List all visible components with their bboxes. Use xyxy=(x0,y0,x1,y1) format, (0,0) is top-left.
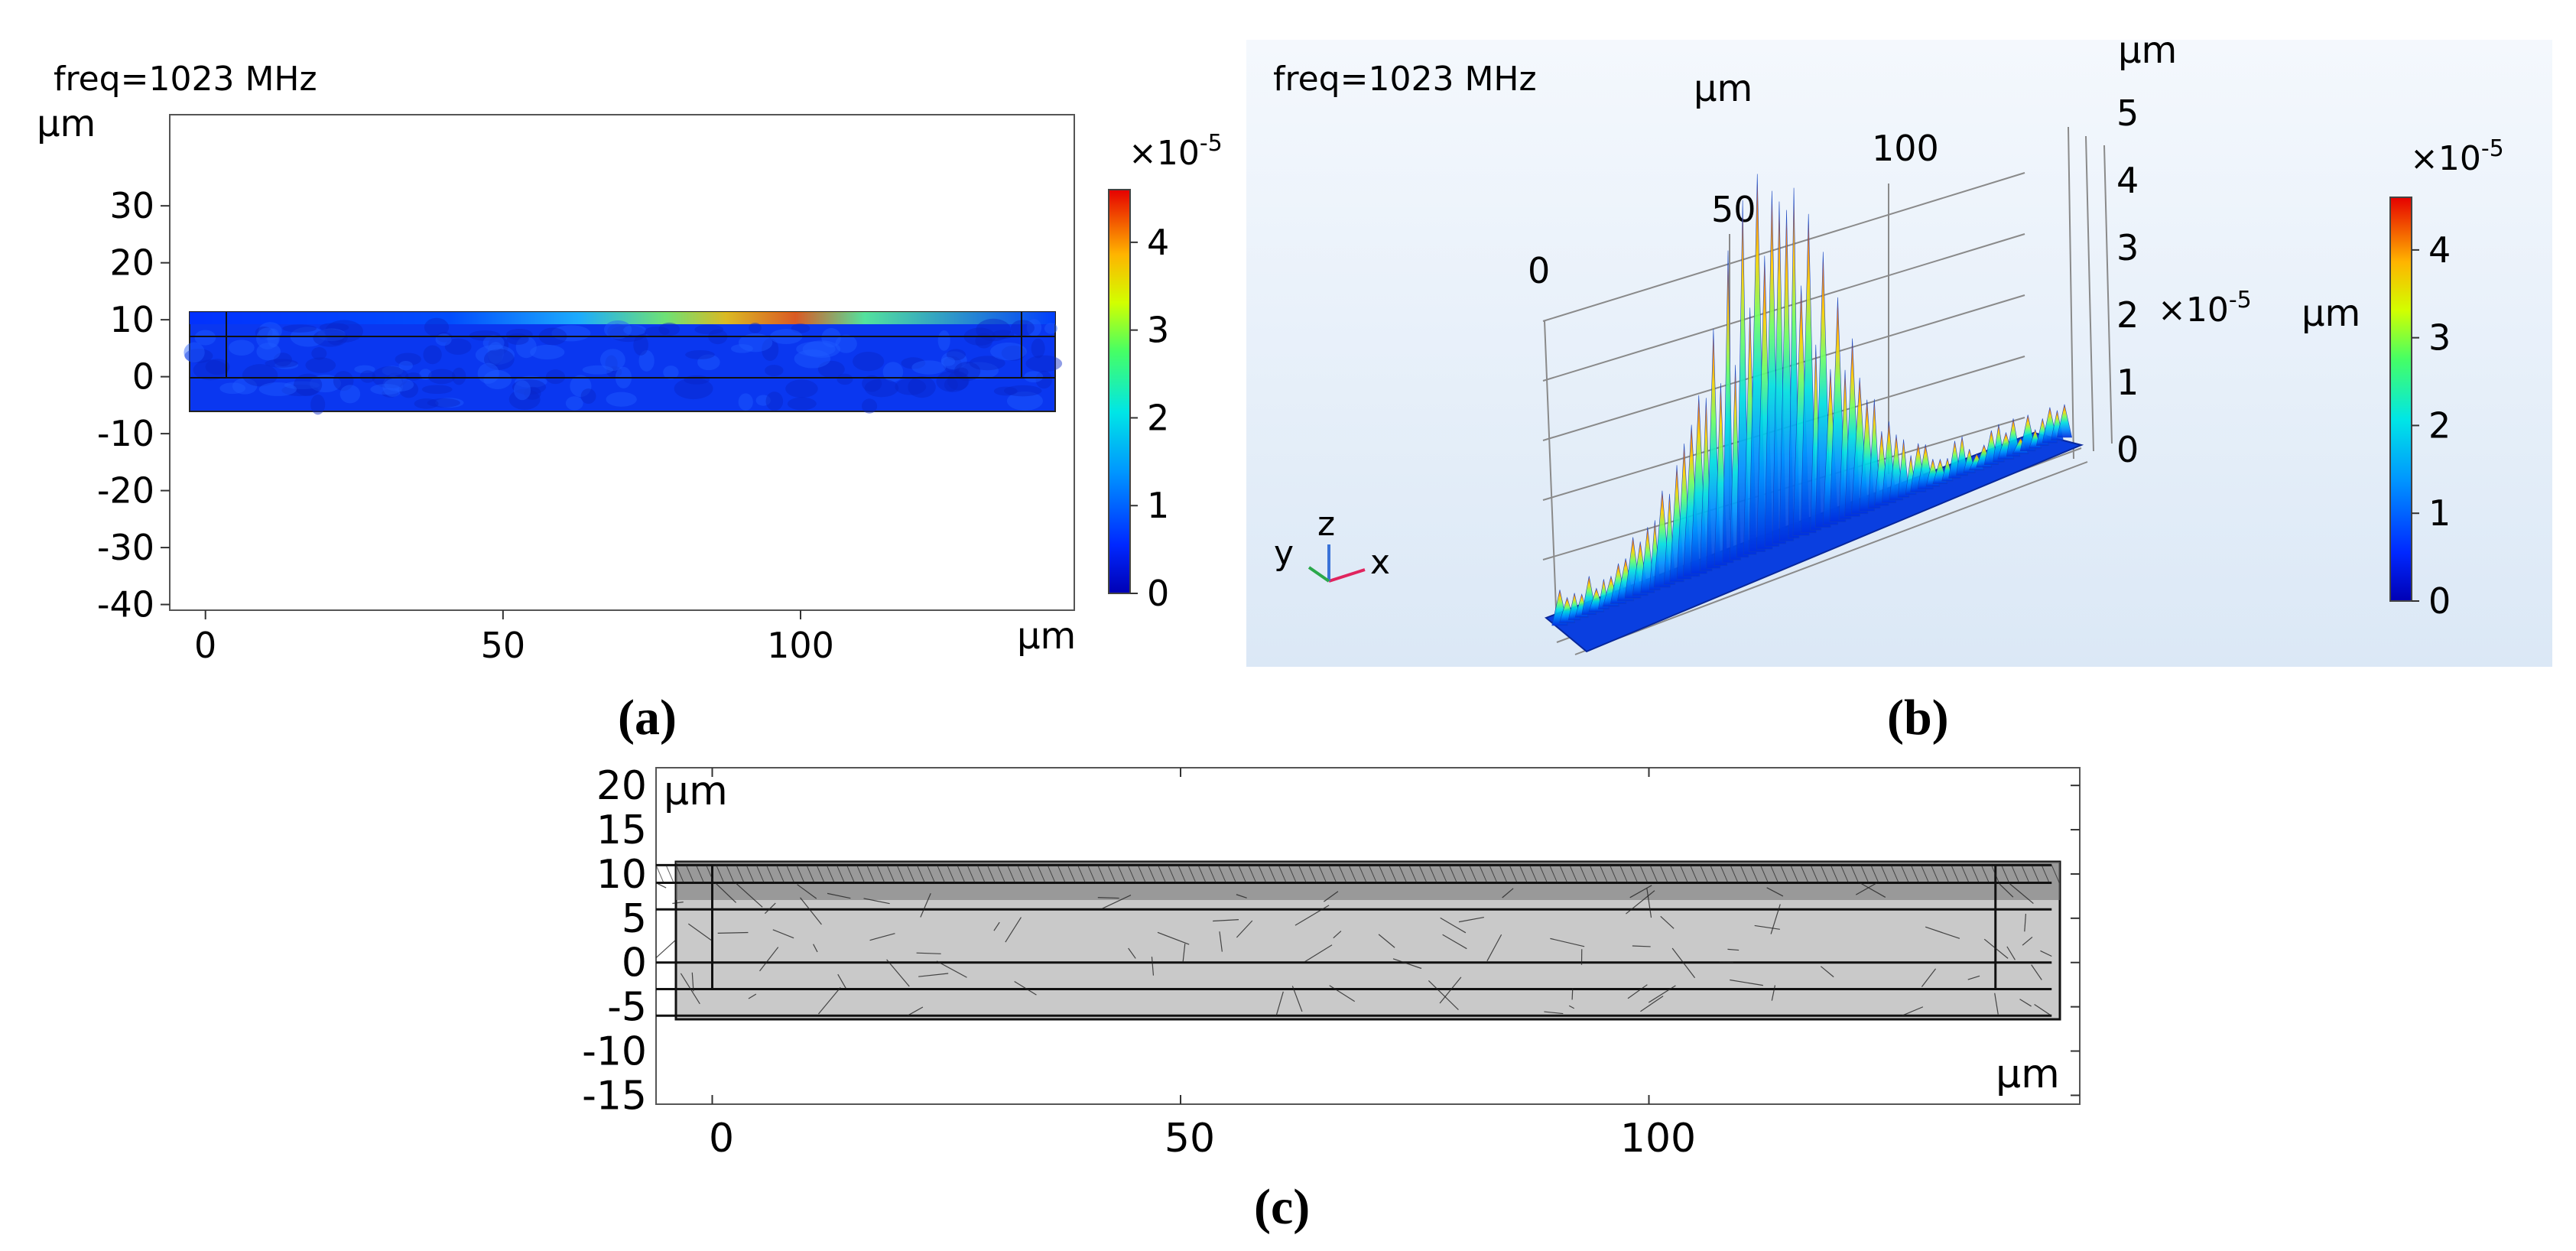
panel-a-y-tick-label: 20 xyxy=(109,242,154,284)
panel-c-y-tick-label: 20 xyxy=(596,763,647,809)
panel-a-y-tick-label: -30 xyxy=(97,527,154,568)
panel-c-x-tick-label: 0 xyxy=(709,1116,734,1162)
panel-b-y-tick-label: 50 xyxy=(1711,189,1756,230)
panel-b-z-exponent: ×10-5 xyxy=(2158,287,2252,330)
panel-c-y-tick-label: 15 xyxy=(596,807,647,853)
panel-b-y-unit: μm xyxy=(1694,67,1753,110)
panel-b-colorbar-tick-label: 0 xyxy=(2428,580,2451,622)
panel-c-x-tick-label: 100 xyxy=(1620,1116,1696,1162)
panel-c-x-tick-label: 50 xyxy=(1165,1116,1215,1162)
triad-y-label: y xyxy=(1274,534,1294,573)
panel-c-y-tick-label: 0 xyxy=(622,941,647,986)
panel-a-x-tick-label: 50 xyxy=(481,625,526,666)
panel-c-mesh-lines xyxy=(655,863,2060,1017)
panel-c-x-unit: μm xyxy=(1996,1051,2060,1097)
panel-b-peak xyxy=(2056,404,2073,438)
panel-b-peak xyxy=(1722,250,1734,564)
panel-b-colorbar-tick-label: 2 xyxy=(2428,405,2451,446)
panel-a-colorbar-ticks: 0 1 2 3 4 xyxy=(1130,222,1169,614)
panel-b-colorbar-ticks: 0 1 2 3 4 xyxy=(2412,229,2451,622)
panel-c-y-tick-label: 10 xyxy=(596,852,647,898)
panel-b-peak xyxy=(1897,439,1910,498)
panel-b-y-tick-label: 100 xyxy=(1872,128,1939,169)
panel-a-colorbar-tick-label: 1 xyxy=(1147,485,1169,526)
panel-b-z-tick-label: 0 xyxy=(2116,429,2139,470)
panel-a-x-tick-label: 100 xyxy=(767,625,834,666)
panel-c-y-tick-label: -15 xyxy=(582,1073,647,1119)
panel-a-y-tick-label: 30 xyxy=(109,185,154,226)
panel-a-x-unit: μm xyxy=(1017,615,1076,658)
panel-c-dense-mesh-layer xyxy=(676,862,2060,900)
panel-a-colorbar-tick-label: 0 xyxy=(1147,573,1169,614)
panel-a-colorbar-tick-label: 2 xyxy=(1147,397,1169,438)
triad-z-label: z xyxy=(1317,505,1335,544)
panel-b-z-tick-label: 4 xyxy=(2116,160,2139,201)
panel-a-y-tick-label: -20 xyxy=(97,470,154,512)
panel-a-colorbar-tick-label: 4 xyxy=(1147,222,1169,263)
panel-b-colorbar-unit: μm xyxy=(2302,292,2360,335)
panel-c-y-tick-label: 5 xyxy=(622,896,647,942)
panel-a-field-speckle xyxy=(184,317,1063,415)
panel-a-colorbar-tick-label: 3 xyxy=(1147,310,1169,351)
panel-a-y-unit: μm xyxy=(37,102,96,145)
panel-b-z-tick-label: 5 xyxy=(2116,93,2139,134)
panel-a-colorbar-exponent: ×10-5 xyxy=(1129,130,1223,173)
panel-b-z-tick-label: 2 xyxy=(2116,294,2139,336)
panel-b-colorbar-tick-label: 3 xyxy=(2428,317,2451,359)
panel-b-surface3d: freq=1023 MHz μm μm 0 50 100 0 1 2 3 4 5 xyxy=(1246,29,2552,746)
panel-a-freq-label: freq=1023 MHz xyxy=(54,60,317,99)
panel-a-x-tick-label: 0 xyxy=(194,625,216,666)
panel-c-x-axis: 0 50 100 xyxy=(709,768,1696,1162)
panel-b-peaks xyxy=(1551,174,2073,626)
panel-c-y-tick-label: -5 xyxy=(607,985,647,1031)
panel-b-caption: (b) xyxy=(1887,690,1949,746)
panel-c-y-tick-label: -10 xyxy=(582,1029,647,1075)
panel-b-colorbar xyxy=(2389,197,2412,602)
panel-c-caption: (c) xyxy=(1254,1179,1310,1235)
panel-a-caption: (a) xyxy=(618,690,677,746)
panel-b-axis-labels: 0 50 100 0 1 2 3 4 5 xyxy=(1528,93,2139,470)
panel-b-axis-triad: x z y xyxy=(1274,505,1390,583)
triad-x-label: x xyxy=(1370,543,1390,582)
panel-b-z-unit: μm xyxy=(2118,29,2177,72)
panel-a-colorbar xyxy=(1108,189,1131,594)
panel-b-colorbar-tick-label: 1 xyxy=(2428,492,2451,534)
panel-a-y-tick-label: -10 xyxy=(97,413,154,454)
panel-a-surface-hotspot xyxy=(190,312,1055,324)
panel-b-colorbar-exponent: ×10-5 xyxy=(2410,135,2504,178)
panel-a-y-tick-label: 10 xyxy=(109,299,154,340)
panel-a-domain xyxy=(189,311,1056,412)
panel-a-y-tick-label: 0 xyxy=(132,356,154,398)
panel-b-z-tick-label: 1 xyxy=(2116,362,2139,403)
panel-b-background xyxy=(1246,40,2552,667)
panel-a-y-tick-label: -40 xyxy=(97,584,154,626)
panel-b-peak xyxy=(1800,213,1817,534)
panel-a-y-axis: 30 20 10 0 -10 -20 -30 -40 xyxy=(97,185,170,626)
panel-b-colorbar-tick-label: 4 xyxy=(2428,229,2451,271)
panel-a-x-axis: 0 50 100 xyxy=(194,610,834,666)
panel-b-y-tick-label: 0 xyxy=(1528,250,1550,291)
panel-c-y-unit: μm xyxy=(664,768,728,814)
panel-b-freq-label: freq=1023 MHz xyxy=(1273,60,1537,99)
panel-b-z-tick-label: 3 xyxy=(2116,227,2139,268)
